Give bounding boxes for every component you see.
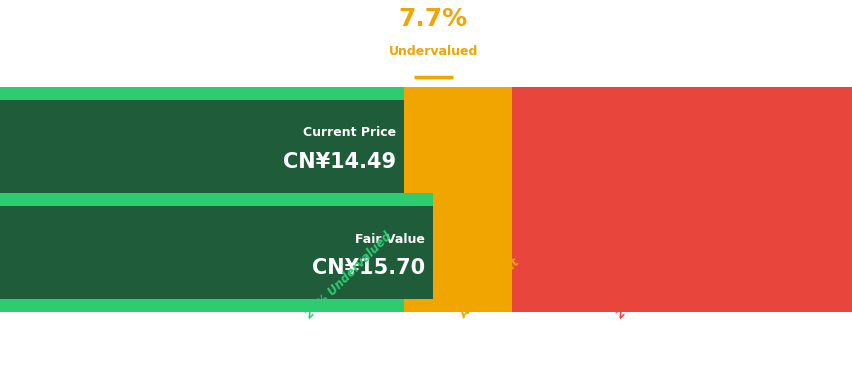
- Text: 20% Undervalued: 20% Undervalued: [302, 229, 394, 321]
- Bar: [0, 193, 433, 206]
- Bar: [0, 100, 404, 193]
- Text: Undervalued: Undervalued: [389, 46, 477, 59]
- Bar: [0, 87, 404, 312]
- Bar: [404, 87, 511, 312]
- Text: CN¥15.70: CN¥15.70: [311, 258, 424, 279]
- Text: 20% Overvalued: 20% Overvalued: [613, 235, 699, 321]
- Bar: [0, 299, 404, 312]
- Text: About Right: About Right: [458, 256, 522, 321]
- Text: CN¥14.49: CN¥14.49: [282, 152, 395, 172]
- Text: 7.7%: 7.7%: [398, 7, 468, 31]
- Bar: [0, 87, 404, 100]
- Text: Current Price: Current Price: [302, 126, 395, 139]
- Bar: [511, 87, 852, 312]
- Text: Fair Value: Fair Value: [354, 233, 424, 246]
- Bar: [0, 206, 433, 299]
